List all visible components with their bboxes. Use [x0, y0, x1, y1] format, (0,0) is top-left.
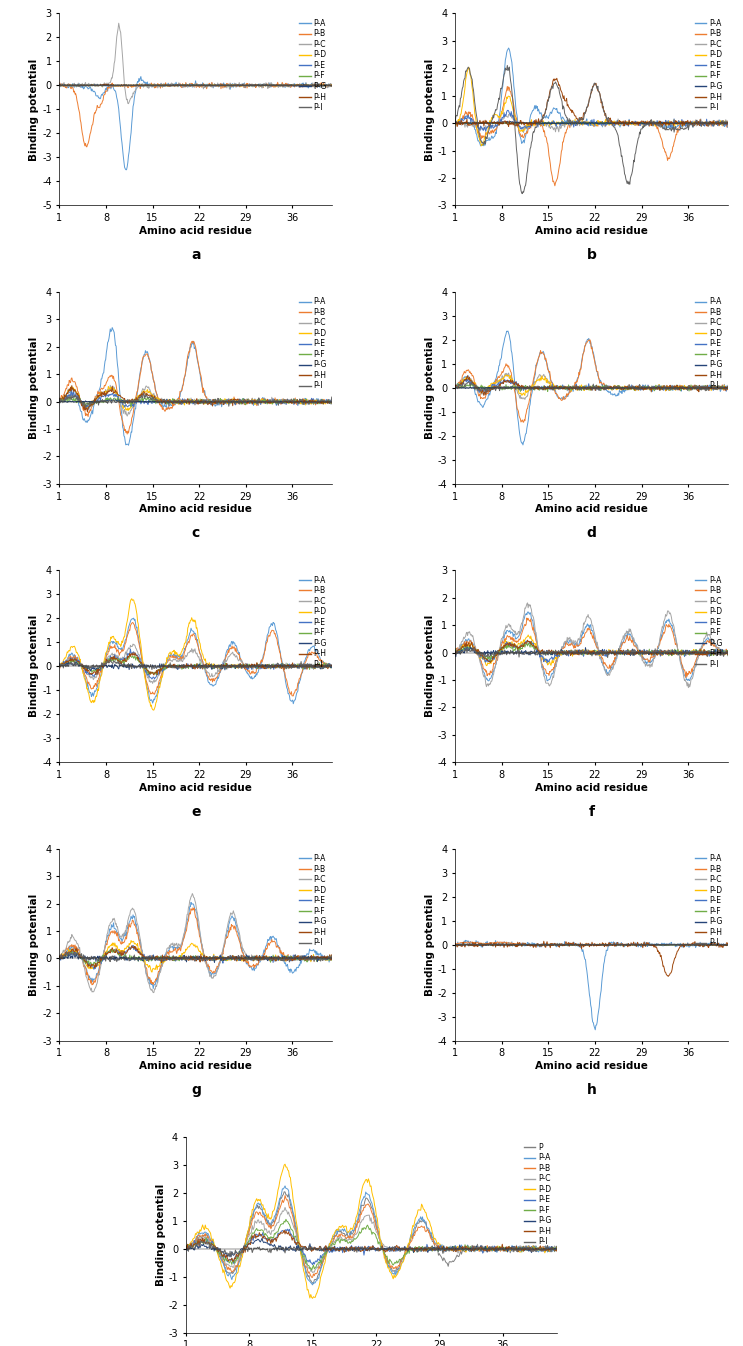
Text: a: a: [191, 248, 201, 261]
X-axis label: Amino acid residue: Amino acid residue: [140, 505, 253, 514]
Legend: P, P-A, P-B, P-C, P-D, P-E, P-F, P-G, P-H, P-I: P, P-A, P-B, P-C, P-D, P-E, P-F, P-G, P-…: [522, 1141, 554, 1248]
Legend: P-A, P-B, P-C, P-D, P-E, P-F, P-G, P-H, P-I: P-A, P-B, P-C, P-D, P-E, P-F, P-G, P-H, …: [298, 296, 328, 392]
Text: d: d: [587, 526, 597, 540]
X-axis label: Amino acid residue: Amino acid residue: [140, 782, 253, 793]
Y-axis label: Binding potential: Binding potential: [425, 615, 435, 717]
Text: h: h: [587, 1084, 597, 1097]
X-axis label: Amino acid residue: Amino acid residue: [535, 505, 648, 514]
X-axis label: Amino acid residue: Amino acid residue: [140, 226, 253, 236]
Legend: P-A, P-B, P-C, P-D, P-E, P-F, P-G, P-H, P-I: P-A, P-B, P-C, P-D, P-E, P-F, P-G, P-H, …: [693, 296, 724, 392]
X-axis label: Amino acid residue: Amino acid residue: [535, 226, 648, 236]
Legend: P-A, P-B, P-C, P-D, P-E, P-F, P-G, P-H, P-I: P-A, P-B, P-C, P-D, P-E, P-F, P-G, P-H, …: [298, 852, 328, 949]
Y-axis label: Binding potential: Binding potential: [29, 58, 39, 160]
Legend: P-A, P-B, P-C, P-D, P-E, P-F, P-G, P-H, P-I: P-A, P-B, P-C, P-D, P-E, P-F, P-G, P-H, …: [693, 17, 724, 113]
Legend: P-A, P-B, P-C, P-D, P-E, P-F, P-G, P-H, P-I: P-A, P-B, P-C, P-D, P-E, P-F, P-G, P-H, …: [298, 575, 328, 670]
X-axis label: Amino acid residue: Amino acid residue: [535, 1061, 648, 1071]
Y-axis label: Binding potential: Binding potential: [29, 894, 39, 996]
Legend: P-A, P-B, P-C, P-D, P-E, P-F, P-G, P-H, P-I: P-A, P-B, P-C, P-D, P-E, P-F, P-G, P-H, …: [298, 17, 328, 113]
X-axis label: Amino acid residue: Amino acid residue: [535, 782, 648, 793]
Text: c: c: [192, 526, 200, 540]
Text: g: g: [191, 1084, 201, 1097]
Text: f: f: [588, 805, 594, 818]
Text: e: e: [191, 805, 201, 818]
Y-axis label: Binding potential: Binding potential: [29, 336, 39, 439]
Y-axis label: Binding potential: Binding potential: [29, 615, 39, 717]
Y-axis label: Binding potential: Binding potential: [425, 894, 435, 996]
Legend: P-A, P-B, P-C, P-D, P-E, P-F, P-G, P-H, P-I: P-A, P-B, P-C, P-D, P-E, P-F, P-G, P-H, …: [693, 852, 724, 949]
X-axis label: Amino acid residue: Amino acid residue: [140, 1061, 253, 1071]
Text: b: b: [587, 248, 597, 261]
Y-axis label: Binding potential: Binding potential: [425, 336, 435, 439]
Y-axis label: Binding potential: Binding potential: [425, 58, 435, 160]
Legend: P-A, P-B, P-C, P-D, P-E, P-F, P-G, P-H, P-I: P-A, P-B, P-C, P-D, P-E, P-F, P-G, P-H, …: [693, 575, 724, 670]
Y-axis label: Binding potential: Binding potential: [155, 1184, 166, 1285]
